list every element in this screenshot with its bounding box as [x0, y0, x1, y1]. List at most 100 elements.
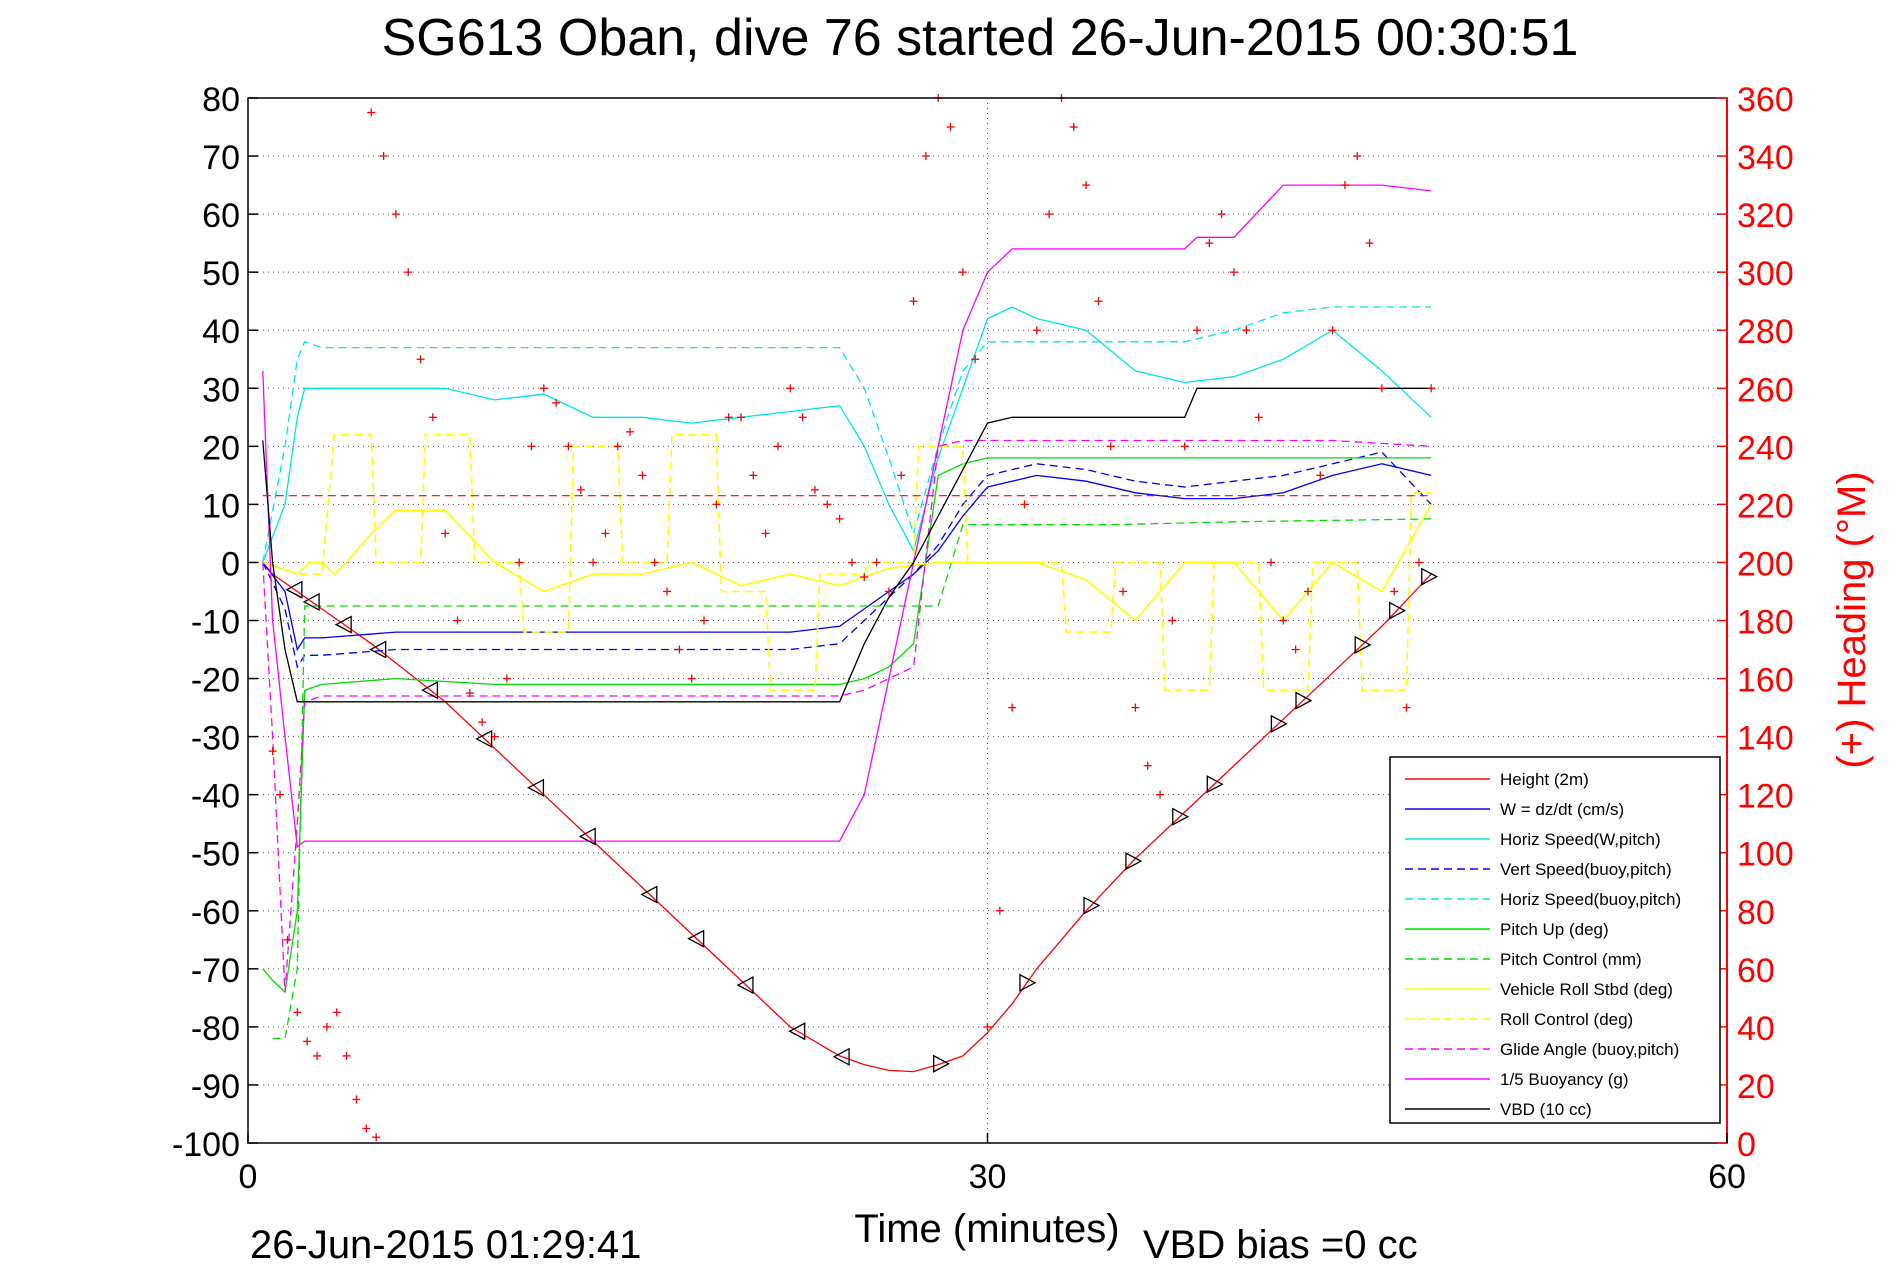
- heading-point: [1082, 181, 1091, 190]
- heading-point: [1156, 790, 1165, 799]
- heading-point: [958, 268, 967, 277]
- heading-point: [884, 587, 893, 596]
- heading-point: [1230, 268, 1238, 277]
- y2-tick-label: 20: [1737, 1068, 1775, 1106]
- y2-tick-label: 320: [1737, 197, 1794, 235]
- legend-label-7: Pitch Control (mm): [1500, 950, 1642, 969]
- y2-tick-label: 120: [1737, 778, 1794, 816]
- heading-point: [1205, 239, 1214, 248]
- heading-point: [909, 297, 918, 306]
- heading-point: [1008, 703, 1017, 712]
- depth-marker-up: [1389, 601, 1407, 620]
- heading-point: [613, 442, 622, 451]
- y-tick-label: -50: [191, 836, 240, 874]
- y2-tick-label: 240: [1737, 429, 1794, 467]
- heading-point: [1032, 326, 1041, 335]
- depth-marker-up: [1019, 973, 1037, 992]
- y2-tick-label: 300: [1737, 255, 1794, 293]
- heading-point: [379, 152, 388, 161]
- heading-point: [1143, 761, 1152, 770]
- heading-point: [362, 1124, 371, 1133]
- heading-point: [1254, 413, 1263, 422]
- heading-point: [823, 500, 832, 509]
- heading-point: [1377, 384, 1386, 393]
- heading-point: [1353, 152, 1362, 161]
- heading-point: [1131, 703, 1140, 712]
- series-line-5: [262, 306, 1432, 563]
- series-line-7: [272, 518, 1432, 1040]
- legend-label-10: Glide Angle (buoy,pitch): [1500, 1040, 1679, 1059]
- depth-marker-up: [1354, 635, 1372, 654]
- heading-point: [576, 485, 585, 494]
- x-tick-label: 60: [1708, 1158, 1746, 1196]
- y2-tick-label: 60: [1737, 952, 1775, 990]
- y-tick-label: -30: [191, 720, 240, 758]
- series-line-10: [262, 439, 1432, 993]
- y2-tick-label: 40: [1737, 1010, 1775, 1048]
- heading-point: [601, 529, 610, 538]
- legend-label-12: VBD (10 cc): [1500, 1100, 1592, 1119]
- y-tick-label: -90: [191, 1068, 240, 1106]
- heading-point: [1402, 703, 1411, 712]
- y-tick-label: 30: [202, 371, 240, 409]
- series-line-2: [262, 463, 1432, 652]
- depth-marker-down: [832, 1047, 850, 1066]
- heading-point: [1427, 384, 1436, 393]
- y-tick-label: -70: [191, 952, 240, 990]
- heading-point: [663, 587, 672, 596]
- series-line-11: [262, 184, 1432, 849]
- y-tick-label: 70: [202, 139, 240, 177]
- depth-marker-down: [421, 681, 439, 700]
- legend-label-9: Roll Control (deg): [1500, 1010, 1633, 1029]
- depth-marker-up: [1421, 567, 1439, 586]
- heading-point: [971, 355, 980, 364]
- heading-point: [847, 558, 856, 567]
- heading-point: [712, 500, 721, 509]
- depth-marker-down: [687, 929, 705, 948]
- legend-box: [1389, 756, 1721, 1124]
- heading-point: [1266, 558, 1275, 567]
- heading-point: [478, 718, 487, 727]
- y2-tick-label: 360: [1737, 81, 1794, 119]
- series-line-3: [262, 306, 1432, 563]
- legend: Height (2m) W = dz/dt (cm/s) Horiz Speed(W…: [1389, 756, 1721, 1124]
- chart-title: SG613 Oban, dive 76 started 26-Jun-2015 …: [382, 9, 1579, 67]
- heading-point: [995, 906, 1004, 915]
- x-axis-ticks: 0 30 60: [239, 1133, 1746, 1196]
- heading-point: [453, 616, 462, 625]
- y2-tick-label: 100: [1737, 836, 1794, 874]
- heading-point: [391, 210, 400, 219]
- depth-marker-down: [788, 1022, 806, 1041]
- heading-point: [527, 442, 536, 451]
- heading-point: [687, 674, 696, 683]
- heading-point: [367, 108, 376, 117]
- heading-point: [539, 384, 548, 393]
- heading-point: [638, 471, 647, 480]
- heading-point: [372, 1133, 381, 1142]
- heading-point: [1168, 616, 1177, 625]
- y2-axis-ticks: 3603403203002802602402202001801601401201…: [1717, 81, 1794, 1164]
- heading-point: [737, 413, 745, 422]
- heading-point: [675, 645, 684, 654]
- heading-point: [1279, 616, 1288, 625]
- x-tick-label: 30: [969, 1158, 1007, 1196]
- heading-point: [303, 1037, 312, 1046]
- y-tick-label: -20: [191, 662, 240, 700]
- y-tick-label: 80: [202, 81, 240, 119]
- y2-tick-label: 180: [1737, 604, 1794, 642]
- depth-marker-down: [736, 976, 754, 995]
- heading-point: [1242, 326, 1251, 335]
- heading-point: [276, 790, 285, 799]
- heading-point: [1119, 587, 1128, 596]
- heading-point: [1193, 326, 1202, 335]
- footer-date: 26-Jun-2015 01:29:41: [250, 1223, 641, 1262]
- y-tick-label: 20: [202, 429, 240, 467]
- heading-point: [352, 1095, 361, 1104]
- legend-label-6: Pitch Up (deg): [1500, 920, 1609, 939]
- y2-tick-label: 140: [1737, 720, 1794, 758]
- legend-label-4: Vert Speed(buoy,pitch): [1500, 860, 1672, 879]
- heading-point: [322, 1022, 331, 1031]
- y-tick-label: 40: [202, 313, 240, 351]
- y-tick-label: 10: [202, 487, 240, 525]
- heading-point: [332, 1008, 341, 1017]
